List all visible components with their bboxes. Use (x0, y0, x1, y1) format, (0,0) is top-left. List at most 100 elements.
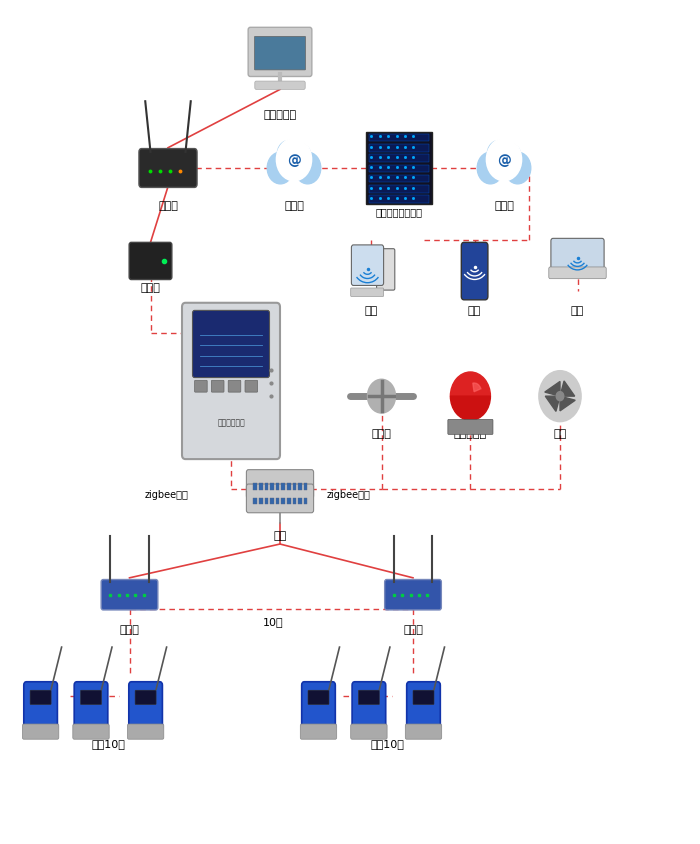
Text: 网关: 网关 (274, 530, 286, 540)
Text: zigbee信号: zigbee信号 (327, 490, 370, 500)
Text: 手机: 手机 (468, 306, 481, 316)
FancyBboxPatch shape (368, 176, 429, 183)
Text: 可接10台: 可接10台 (92, 738, 125, 749)
Circle shape (487, 141, 510, 169)
FancyBboxPatch shape (276, 498, 279, 505)
Text: 安帕尔网络服务器: 安帕尔网络服务器 (375, 207, 423, 217)
FancyBboxPatch shape (549, 268, 606, 279)
FancyBboxPatch shape (405, 724, 442, 739)
Text: 电脑: 电脑 (365, 306, 377, 316)
Circle shape (279, 142, 309, 181)
Wedge shape (473, 383, 481, 392)
FancyBboxPatch shape (287, 498, 290, 505)
FancyBboxPatch shape (365, 133, 432, 204)
FancyBboxPatch shape (245, 381, 258, 392)
Text: 报警控制主机: 报警控制主机 (217, 419, 245, 427)
FancyBboxPatch shape (211, 381, 224, 392)
FancyBboxPatch shape (74, 682, 108, 731)
Ellipse shape (487, 165, 521, 176)
Circle shape (277, 141, 300, 169)
FancyBboxPatch shape (304, 484, 307, 490)
FancyBboxPatch shape (281, 484, 285, 490)
FancyBboxPatch shape (195, 381, 207, 392)
FancyBboxPatch shape (139, 149, 197, 188)
Text: 中继器: 中继器 (120, 625, 139, 635)
Circle shape (276, 139, 312, 181)
FancyBboxPatch shape (246, 470, 314, 499)
FancyBboxPatch shape (182, 303, 280, 459)
FancyBboxPatch shape (407, 682, 440, 731)
FancyBboxPatch shape (551, 239, 604, 273)
FancyBboxPatch shape (24, 682, 57, 731)
Text: 转换器: 转换器 (141, 283, 160, 293)
Circle shape (477, 153, 503, 185)
FancyBboxPatch shape (448, 420, 493, 435)
FancyBboxPatch shape (259, 498, 262, 505)
Text: @: @ (497, 154, 511, 167)
Wedge shape (450, 372, 491, 397)
FancyBboxPatch shape (298, 498, 302, 505)
Ellipse shape (277, 165, 311, 176)
FancyBboxPatch shape (293, 498, 296, 505)
FancyBboxPatch shape (270, 484, 274, 490)
Circle shape (267, 153, 293, 185)
Circle shape (290, 144, 311, 170)
FancyBboxPatch shape (300, 724, 337, 739)
FancyBboxPatch shape (193, 311, 270, 378)
FancyBboxPatch shape (304, 498, 307, 505)
Polygon shape (545, 397, 560, 412)
Text: @: @ (287, 154, 301, 167)
FancyBboxPatch shape (248, 28, 312, 78)
FancyBboxPatch shape (351, 724, 387, 739)
FancyBboxPatch shape (246, 484, 314, 513)
FancyBboxPatch shape (22, 724, 59, 739)
Text: 中继器: 中继器 (403, 625, 423, 635)
Text: 10组: 10组 (262, 616, 284, 626)
Circle shape (556, 392, 564, 401)
FancyBboxPatch shape (351, 246, 384, 286)
FancyBboxPatch shape (80, 690, 101, 705)
FancyBboxPatch shape (368, 186, 429, 193)
Text: 互联网: 互联网 (494, 201, 514, 211)
FancyBboxPatch shape (255, 82, 305, 90)
Circle shape (489, 142, 519, 181)
FancyBboxPatch shape (377, 249, 395, 290)
FancyBboxPatch shape (228, 381, 241, 392)
FancyBboxPatch shape (253, 484, 257, 490)
FancyBboxPatch shape (127, 724, 164, 739)
Polygon shape (545, 382, 560, 397)
FancyBboxPatch shape (385, 580, 441, 610)
Text: 互联网: 互联网 (284, 201, 304, 211)
Polygon shape (560, 381, 575, 397)
Circle shape (505, 153, 531, 185)
FancyBboxPatch shape (30, 690, 51, 705)
Text: 路由器: 路由器 (158, 201, 178, 211)
FancyBboxPatch shape (101, 580, 158, 610)
Circle shape (500, 144, 521, 170)
Text: 风机: 风机 (554, 429, 566, 439)
Circle shape (539, 371, 581, 422)
FancyBboxPatch shape (73, 724, 109, 739)
Wedge shape (450, 397, 491, 421)
FancyBboxPatch shape (368, 155, 429, 163)
FancyBboxPatch shape (368, 165, 429, 173)
Text: 单机版电脑: 单机版电脑 (263, 110, 297, 120)
FancyBboxPatch shape (368, 135, 429, 143)
FancyBboxPatch shape (253, 498, 257, 505)
Circle shape (368, 380, 395, 414)
Text: 电磁阀: 电磁阀 (372, 429, 391, 439)
FancyBboxPatch shape (352, 682, 386, 731)
FancyBboxPatch shape (368, 145, 429, 153)
FancyBboxPatch shape (259, 484, 262, 490)
FancyBboxPatch shape (265, 484, 268, 490)
FancyBboxPatch shape (358, 690, 379, 705)
FancyBboxPatch shape (281, 498, 285, 505)
Text: zigbee信号: zigbee信号 (145, 490, 188, 500)
FancyBboxPatch shape (368, 196, 429, 203)
Circle shape (295, 153, 321, 185)
FancyBboxPatch shape (265, 498, 268, 505)
FancyBboxPatch shape (135, 690, 156, 705)
FancyBboxPatch shape (461, 243, 488, 300)
Polygon shape (560, 397, 575, 411)
Circle shape (486, 139, 522, 181)
